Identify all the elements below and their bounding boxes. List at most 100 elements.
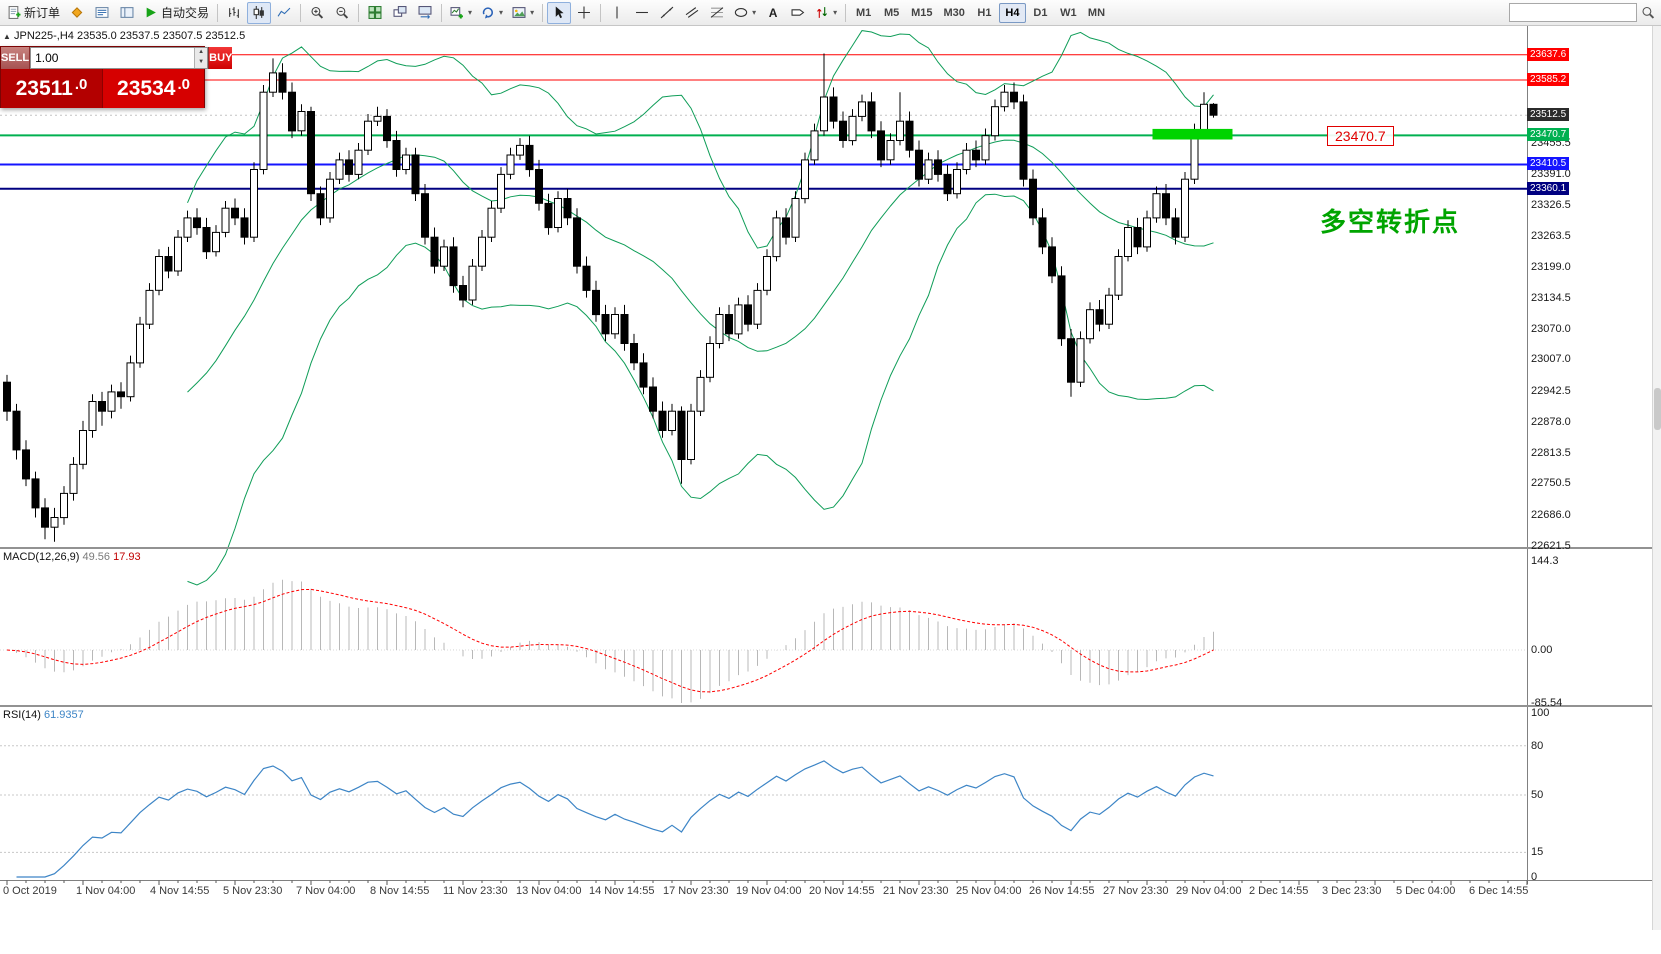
vertical-line-tool-button[interactable] bbox=[605, 2, 629, 24]
sell-price[interactable]: 23511 .0 bbox=[1, 69, 102, 108]
vertical-scrollbar[interactable] bbox=[1652, 26, 1661, 930]
macd-title: MACD(12,26,9) 49.56 17.93 bbox=[3, 551, 141, 563]
snapshot-icon bbox=[512, 6, 526, 19]
scrollbar-thumb[interactable] bbox=[1654, 388, 1661, 430]
volume-up-button[interactable]: ▲ bbox=[194, 48, 208, 58]
time-label: 26 Nov 14:55 bbox=[1029, 885, 1095, 897]
text-tool-button[interactable]: A bbox=[761, 2, 785, 24]
price-tick-label: 23070.0 bbox=[1531, 323, 1571, 335]
text-tool-icon: A bbox=[768, 5, 778, 20]
panel-divider[interactable] bbox=[0, 705, 1652, 707]
horizontal-line-tool-button[interactable] bbox=[630, 2, 654, 24]
line-chart-mode-button[interactable] bbox=[272, 2, 296, 24]
volume-input[interactable] bbox=[31, 48, 195, 68]
snapshot-button[interactable]: ▾ bbox=[508, 2, 538, 24]
trendline-tool-button[interactable] bbox=[655, 2, 679, 24]
chart-plot-area[interactable] bbox=[0, 26, 1652, 888]
price-tick-label: 22686.0 bbox=[1531, 509, 1571, 521]
search-icon[interactable] bbox=[1641, 6, 1655, 19]
crosshair-tool-button[interactable] bbox=[572, 2, 596, 24]
hline-price-badge: 23585.2 bbox=[1527, 73, 1570, 86]
volume-down-button[interactable]: ▼ bbox=[194, 58, 208, 68]
zoom-out-button[interactable] bbox=[330, 2, 354, 24]
new-chart-button[interactable]: ▾ bbox=[446, 2, 476, 24]
arrange-windows-button[interactable] bbox=[413, 2, 437, 24]
sell-price-main: 23511 bbox=[15, 76, 73, 100]
timeframe-w1-button[interactable]: W1 bbox=[1055, 3, 1082, 23]
zoom-in-icon bbox=[310, 6, 324, 19]
highlight-box[interactable] bbox=[1152, 128, 1233, 140]
zoom-in-button[interactable] bbox=[305, 2, 329, 24]
navigator-icon bbox=[120, 6, 134, 19]
navigator-button[interactable] bbox=[115, 2, 139, 24]
timeframe-m1-button[interactable]: M1 bbox=[850, 3, 877, 23]
cursor-tool-icon bbox=[552, 6, 566, 19]
chart-window: ▲ JPN225-,H4 23535.0 23537.5 23507.5 235… bbox=[0, 26, 1661, 954]
buy-price-frac: .0 bbox=[177, 75, 190, 93]
price-callout[interactable]: 23470.7 bbox=[1327, 126, 1394, 146]
time-label: 6 Dec 14:55 bbox=[1469, 885, 1529, 897]
shapes-tool-button[interactable]: ▾ bbox=[730, 2, 760, 24]
cascade-windows-button[interactable] bbox=[388, 2, 412, 24]
autotrading-button[interactable]: 自动交易 bbox=[140, 2, 213, 24]
buy-button[interactable]: BUY bbox=[208, 47, 233, 69]
channel-tool-button[interactable] bbox=[680, 2, 704, 24]
time-label: 17 Nov 23:30 bbox=[663, 885, 729, 897]
macd-value-main: 49.56 bbox=[82, 551, 111, 563]
timeframe-h4-button[interactable]: H4 bbox=[998, 2, 1026, 23]
metaeditor-button[interactable] bbox=[65, 2, 89, 24]
crosshair-tool-icon bbox=[577, 6, 591, 19]
price-tick-label: 23391.0 bbox=[1531, 168, 1571, 180]
timeframe-m15-button[interactable]: M15 bbox=[906, 3, 937, 23]
macd-axis-label: 144.3 bbox=[1531, 555, 1559, 567]
label-tool-button[interactable] bbox=[786, 2, 810, 24]
timeframe-mn-button[interactable]: MN bbox=[1083, 3, 1110, 23]
market-watch-icon bbox=[95, 6, 109, 19]
time-label: 7 Nov 04:00 bbox=[296, 885, 356, 897]
macd-value-signal: 17.93 bbox=[113, 551, 141, 563]
bar-chart-mode-button[interactable] bbox=[222, 2, 246, 24]
volume-field: ▲ ▼ bbox=[30, 47, 209, 69]
metaeditor-icon bbox=[70, 6, 84, 19]
timeframe-h1-button[interactable]: H1 bbox=[971, 3, 998, 23]
dropdown-caret-icon: ▾ bbox=[752, 8, 757, 17]
rsi-value: 61.9357 bbox=[43, 709, 84, 721]
time-label: 25 Nov 04:00 bbox=[956, 885, 1022, 897]
search-input[interactable] bbox=[1509, 3, 1637, 22]
profiles-button[interactable]: ▾ bbox=[477, 2, 507, 24]
time-label: 3 Dec 23:30 bbox=[1322, 885, 1382, 897]
rsi-title: RSI(14) 61.9357 bbox=[3, 709, 84, 721]
timeframe-m30-button[interactable]: M30 bbox=[939, 3, 970, 23]
arrows-tool-button[interactable]: ▾ bbox=[811, 2, 841, 24]
rsi-line bbox=[16, 760, 1214, 878]
cursor-tool-button[interactable] bbox=[547, 1, 572, 24]
price-tick-label: 22750.5 bbox=[1531, 477, 1571, 489]
price-tick-label: 23326.5 bbox=[1531, 199, 1571, 211]
macd-title-label: MACD(12,26,9) bbox=[3, 551, 80, 563]
candle-chart-mode-icon bbox=[252, 6, 266, 19]
time-label: 1 Nov 04:00 bbox=[76, 885, 136, 897]
trendline-tool-icon bbox=[660, 6, 674, 19]
sell-button[interactable]: SELL bbox=[1, 47, 31, 69]
new-order-button[interactable]: 新订单 bbox=[3, 2, 64, 24]
fibonacci-tool-button[interactable] bbox=[705, 2, 729, 24]
hline-price-badge: 23410.5 bbox=[1527, 157, 1570, 170]
price-tick-label: 23263.5 bbox=[1531, 230, 1571, 242]
timeframe-m5-button[interactable]: M5 bbox=[878, 3, 905, 23]
profiles-icon bbox=[481, 6, 495, 19]
market-watch-button[interactable] bbox=[90, 2, 114, 24]
time-label: 27 Nov 23:30 bbox=[1103, 885, 1169, 897]
time-label: 29 Nov 04:00 bbox=[1176, 885, 1242, 897]
buy-price[interactable]: 23534 .0 bbox=[102, 69, 204, 108]
chart-annotation-text[interactable]: 多空转折点 bbox=[1320, 207, 1461, 237]
price-tick-label: 23199.0 bbox=[1531, 261, 1571, 273]
panel-divider[interactable] bbox=[0, 547, 1652, 549]
candle-chart-mode-button[interactable] bbox=[247, 1, 272, 24]
tile-windows-button[interactable] bbox=[363, 2, 387, 24]
time-label: 8 Nov 14:55 bbox=[370, 885, 430, 897]
toolbar-separator bbox=[542, 3, 544, 22]
arrange-windows-icon bbox=[418, 6, 432, 19]
time-label: 13 Nov 04:00 bbox=[516, 885, 582, 897]
new-chart-icon bbox=[450, 6, 464, 19]
timeframe-d1-button[interactable]: D1 bbox=[1027, 3, 1054, 23]
